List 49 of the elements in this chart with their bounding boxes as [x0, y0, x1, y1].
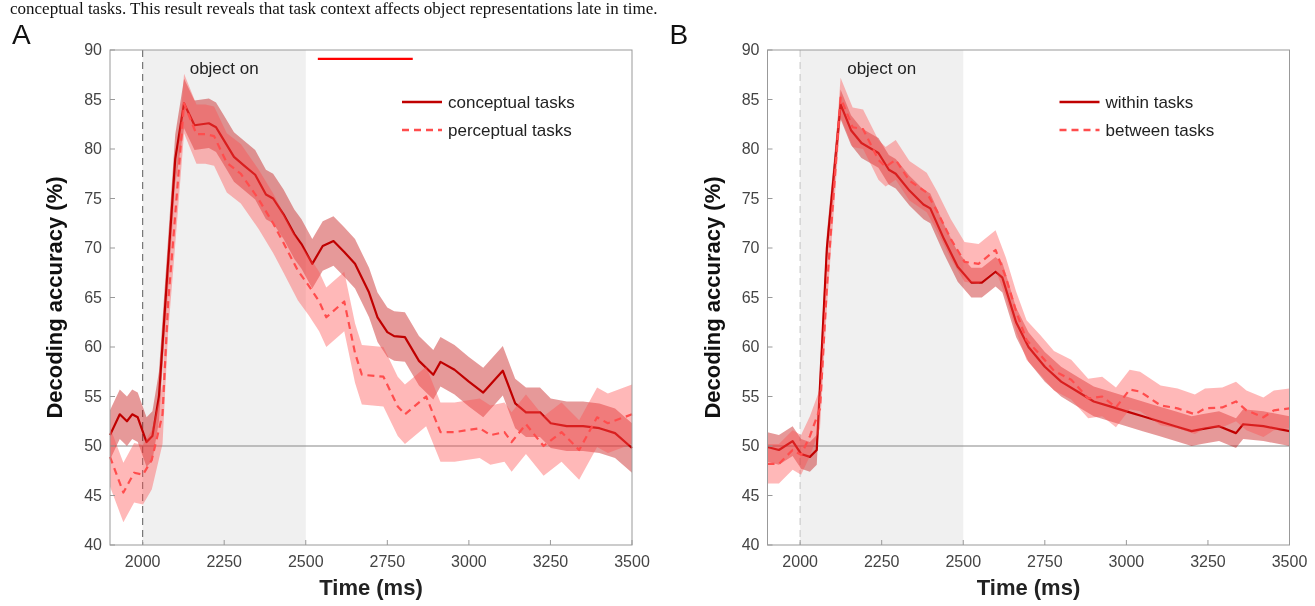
x-tick-label: 3500 [614, 553, 650, 570]
y-tick-label: 90 [84, 41, 103, 58]
y-tick-label: 80 [84, 140, 103, 157]
x-tick-label: 3250 [1190, 553, 1226, 570]
y-tick-label: 55 [741, 387, 760, 405]
y-tick-label: 55 [84, 387, 103, 405]
x-tick-label: 2750 [369, 553, 406, 570]
y-tick-label: 90 [741, 41, 760, 58]
y-tick-label: 50 [84, 437, 103, 454]
y-tick-label: 65 [741, 288, 760, 306]
x-tick-label: 3000 [1108, 553, 1145, 570]
x-tick-label: 2000 [124, 553, 161, 570]
chart-title: B [669, 19, 689, 50]
y-tick-label: 40 [741, 536, 760, 553]
x-axis-title: Time (ms) [319, 575, 423, 600]
y-tick-label: 70 [84, 239, 103, 256]
legend-label: conceptual tasks [448, 93, 575, 112]
y-axis-title: Decoding accuracy (%) [699, 176, 725, 419]
y-tick-label: 75 [84, 189, 103, 207]
y-tick-label: 85 [741, 90, 760, 108]
y-tick-label: 70 [741, 239, 760, 256]
y-tick-label: 50 [741, 437, 760, 454]
x-tick-label: 2250 [206, 553, 243, 570]
band-label: object on [847, 59, 917, 78]
x-tick-label: 2750 [1027, 553, 1063, 570]
y-tick-label: 45 [741, 486, 760, 504]
y-tick-label: 65 [84, 288, 103, 306]
x-tick-label: 2500 [287, 553, 324, 570]
x-tick-label: 3000 [451, 553, 487, 570]
x-tick-label: 3250 [532, 553, 569, 570]
legend-label: within tasks [1104, 93, 1194, 112]
text: conceptual tasks. This result reveals that task context affects object representations late in time. [10, 0, 658, 18]
y-axis-title: Decoding accuracy (%) [42, 176, 67, 419]
y-tick-label: 40 [84, 536, 103, 553]
x-tick-label: 2000 [782, 553, 819, 570]
x-tick-label: 3500 [1271, 553, 1308, 570]
y-tick-label: 60 [84, 338, 103, 355]
x-axis-title: Time (ms) [976, 575, 1081, 600]
y-tick-label: 60 [741, 338, 760, 355]
y-tick-label: 45 [84, 486, 103, 504]
x-tick-label: 2250 [863, 553, 900, 570]
y-tick-label: 75 [741, 189, 760, 207]
y-tick-label: 85 [84, 90, 103, 108]
band-label: object on [189, 59, 259, 78]
x-tick-label: 2500 [945, 553, 982, 570]
legend-label: perceptual tasks [448, 121, 572, 140]
legend-label: between tasks [1105, 121, 1215, 140]
chart-title: A [12, 19, 31, 50]
y-tick-label: 80 [741, 140, 760, 157]
